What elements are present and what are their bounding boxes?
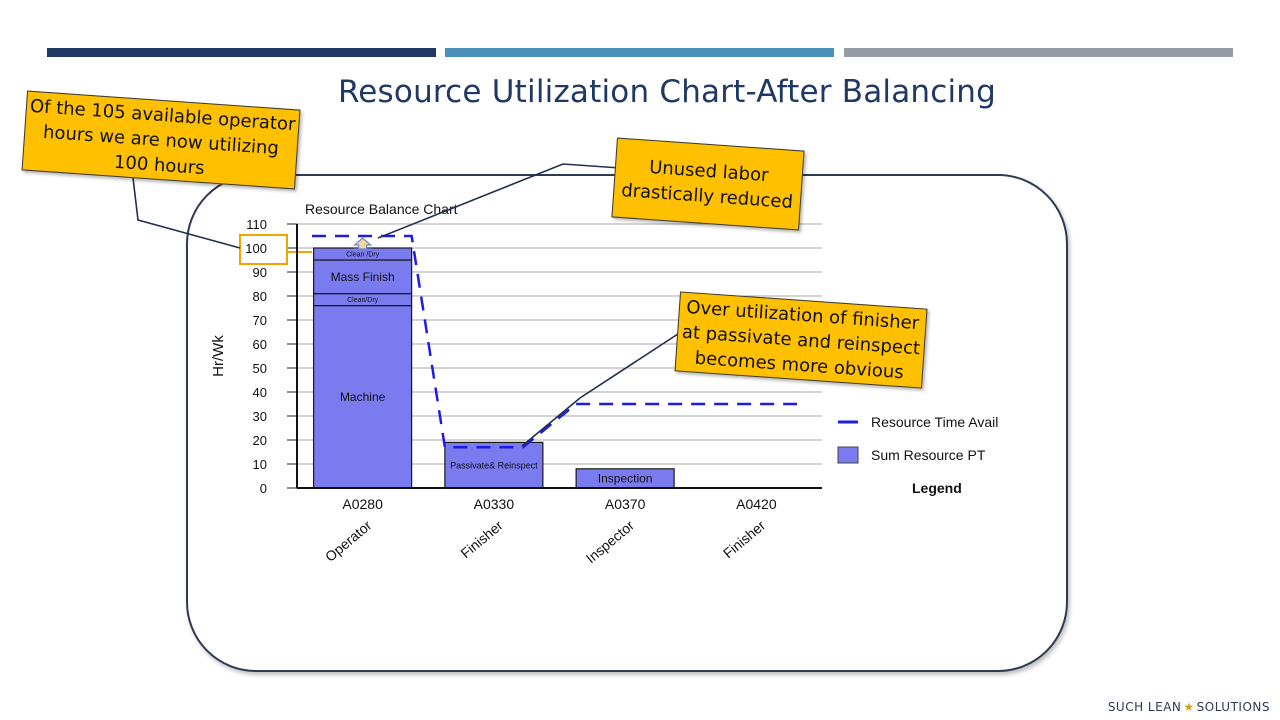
resource-label: Inspector xyxy=(583,517,638,566)
header-stripe-gray xyxy=(844,48,1233,57)
x-tick-label: A0420 xyxy=(736,496,777,512)
y-tick-label: 90 xyxy=(253,265,267,280)
resource-label: Finisher xyxy=(720,517,769,561)
logo-text-left: SUCH LEAN xyxy=(1107,700,1182,714)
highlight-box-100 xyxy=(239,234,288,265)
y-tick-label: 0 xyxy=(260,481,267,496)
company-logo: SUCH LEAN ★ SOLUTIONS xyxy=(1108,700,1270,714)
header-stripe-navy xyxy=(47,48,436,57)
bar-segment-label: Clean /Dry xyxy=(346,251,380,258)
callout-leader-line xyxy=(521,329,685,447)
x-tick-label: A0280 xyxy=(342,496,383,512)
bar-segment-label: Mass Finish xyxy=(331,270,395,284)
resource-label: Operator xyxy=(322,517,375,565)
y-tick-label: 10 xyxy=(253,457,267,472)
callout-leader-line xyxy=(377,163,621,239)
slide-title: Resource Utilization Chart-After Balanci… xyxy=(337,74,997,110)
y-tick-label: 20 xyxy=(253,433,267,448)
bar-segment-label: Passivate& Reinspect xyxy=(450,460,538,470)
bar-segment xyxy=(444,441,544,489)
x-tick-label: A0330 xyxy=(474,496,515,512)
bar-segment-label: Inspection xyxy=(598,472,653,486)
y-tick-label: 40 xyxy=(253,385,267,400)
header-stripe-blue xyxy=(445,48,834,57)
bar-segment-label: Machine xyxy=(340,390,386,404)
bar-segment-label: Clean/Dry xyxy=(347,297,379,304)
y-tick-label: 80 xyxy=(253,289,267,304)
y-tick-label: 70 xyxy=(253,313,267,328)
resource-label: Finisher xyxy=(457,517,506,561)
up-arrow-icon xyxy=(353,237,373,250)
legend-entry-sum-pt: Sum Resource PT xyxy=(871,447,986,463)
y-axis-label: Hr/Wk xyxy=(210,335,227,377)
legend-entry-time-avail: Resource Time Avail xyxy=(871,414,998,430)
logo-text-right: SOLUTIONS xyxy=(1196,700,1270,714)
y-tick-label: 110 xyxy=(246,217,267,232)
chart-title: Resource Balance Chart xyxy=(305,201,458,217)
lightbulb-icon: ★ xyxy=(1183,700,1195,714)
y-tick-label: 100 xyxy=(245,241,267,256)
legend-bar-swatch xyxy=(837,446,859,464)
x-tick-label: A0370 xyxy=(605,496,646,512)
y-tick-label: 30 xyxy=(253,409,267,424)
callout-leader-line xyxy=(132,177,241,249)
y-tick-label: 50 xyxy=(253,361,267,376)
y-tick-label: 60 xyxy=(253,337,267,352)
legend-title: Legend xyxy=(912,480,962,496)
resource-time-avail-line xyxy=(312,234,797,449)
callout-unused-labor: Unused labor drastically reduced xyxy=(611,137,805,231)
